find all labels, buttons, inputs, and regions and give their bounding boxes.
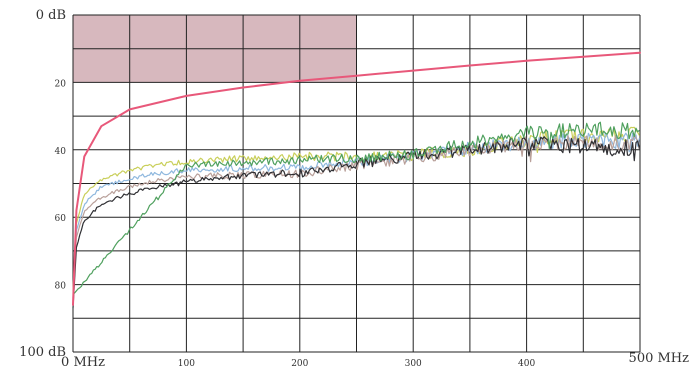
y-tick-label: 60 xyxy=(55,214,67,224)
y-tick-label: 100 dB xyxy=(19,345,66,360)
grid-layer xyxy=(72,14,641,353)
x-tick-label: 0 MHz xyxy=(61,355,105,367)
y-tick-label: 80 xyxy=(55,282,67,292)
x-tick-label: 200 xyxy=(291,359,308,367)
x-tick-label: 400 xyxy=(518,359,535,367)
x-tick-label: 100 xyxy=(178,359,195,367)
x-tick-label: 500 MHz xyxy=(629,351,690,366)
limit-line xyxy=(72,51,641,306)
series-line-5 xyxy=(72,121,640,296)
y-tick-label: 0 dB xyxy=(36,8,66,23)
tick-labels-layer: 0 dB 20 40 60 80 100 dB0 MHz 100 200 300 400 500 M… xyxy=(19,8,689,367)
x-tick-label: 300 xyxy=(405,359,422,367)
limit-layer xyxy=(72,51,641,306)
y-tick-label: 20 xyxy=(55,79,67,89)
series-layer xyxy=(72,121,640,309)
y-tick-label: 40 xyxy=(55,147,67,157)
